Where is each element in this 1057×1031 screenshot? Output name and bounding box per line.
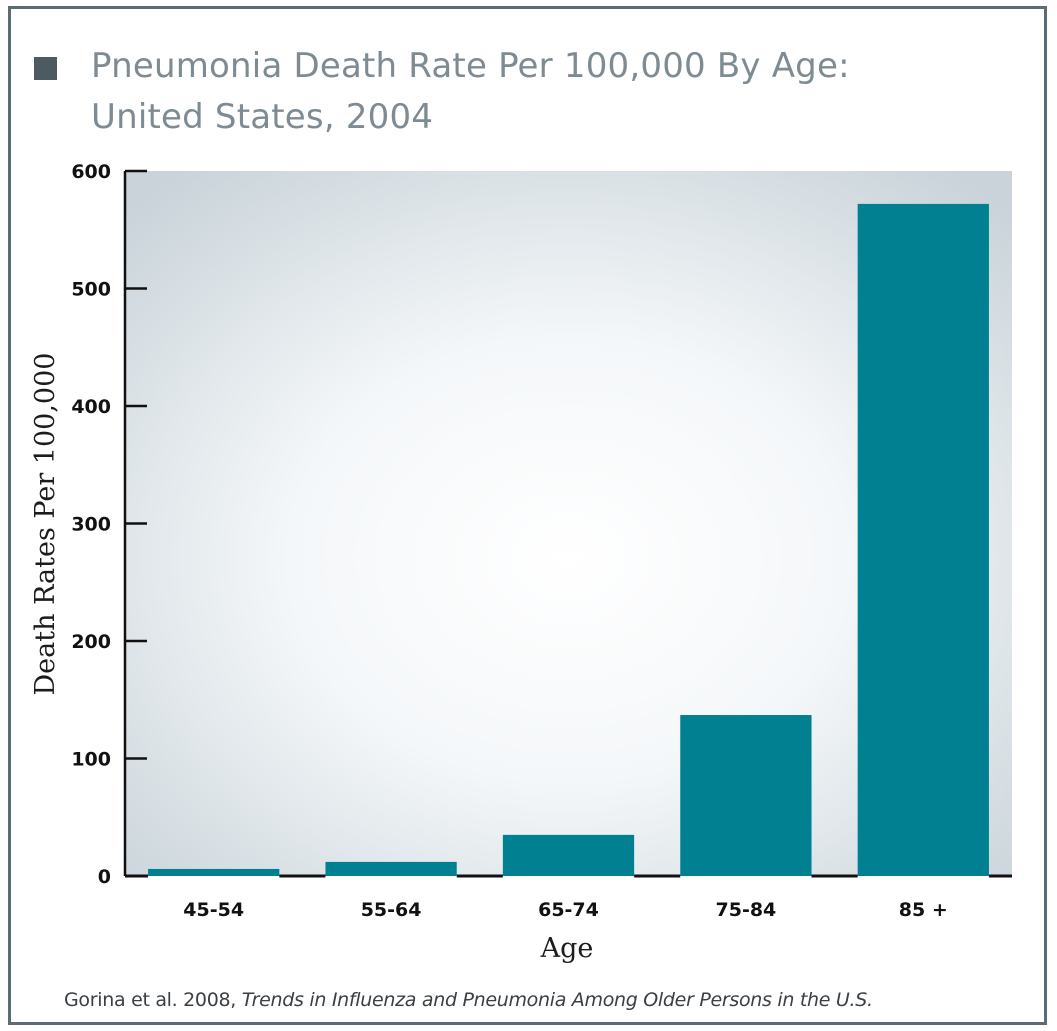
source-caption: Gorina et al. 2008, Trends in Influenza …: [64, 989, 873, 1011]
caption-plain: Gorina et al. 2008,: [64, 989, 242, 1011]
bars: [148, 203, 989, 876]
bar-45-54: [148, 868, 280, 876]
y-tick-label: 0: [98, 866, 111, 888]
chart-title-line-2: United States, 2004: [91, 97, 434, 137]
y-tick-label: 500: [71, 279, 111, 301]
x-tick-label: 45-54: [183, 899, 244, 921]
x-tick-label: 75-84: [716, 899, 777, 921]
x-tick-label: 85 +: [899, 899, 948, 921]
y-tick-label: 300: [71, 514, 111, 536]
chart-title-line-1: Pneumonia Death Rate Per 100,000 By Age:: [91, 46, 850, 86]
bar-65-74: [502, 834, 635, 876]
title-bullet-icon: [34, 57, 57, 80]
bar-85: [857, 203, 989, 876]
y-tick-label: 100: [71, 749, 111, 771]
caption-italic: Trends in Influenza and Pneumonia Among …: [241, 989, 873, 1011]
y-tick-label: 600: [71, 161, 111, 183]
y-tick-label: 200: [71, 631, 111, 653]
x-tick-label: 55-64: [361, 899, 422, 921]
y-axis-title: Death Rates Per 100,000: [30, 353, 61, 696]
bar-55-64: [325, 861, 457, 876]
x-axis: 45-54 55-64 65-74 75-84 85 +: [125, 874, 1012, 921]
bar-75-84: [680, 715, 812, 876]
y-tick-label: 400: [71, 396, 111, 418]
x-axis-title: Age: [540, 933, 594, 964]
y-axis: 0 100 200 300 400 500 600: [71, 161, 147, 888]
x-tick-label: 65-74: [538, 899, 599, 921]
